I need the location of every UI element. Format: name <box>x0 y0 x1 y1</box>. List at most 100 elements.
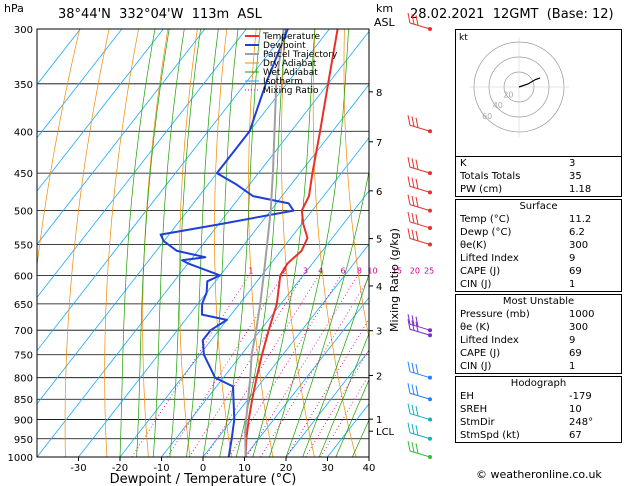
wet-adiabat <box>186 29 219 457</box>
wind-barb-flag <box>407 157 411 168</box>
wind-barb-flag <box>415 230 419 241</box>
legend-entry: Dewpoint <box>263 41 306 51</box>
wind-barb-staff <box>409 392 431 400</box>
index-value: 69 <box>569 266 582 277</box>
wind-barb-dot <box>428 190 432 195</box>
pressure-tick-label: 700 <box>14 326 33 337</box>
wind-barb-flag <box>407 115 411 126</box>
wind-barb-flag <box>411 158 415 169</box>
wind-barb-dot <box>428 333 432 338</box>
index-label: Pressure (mb) <box>460 309 530 320</box>
table-row: StmSpd (kt) 67 <box>456 429 622 443</box>
isotherm-line <box>37 30 369 457</box>
wet-adiabat <box>269 29 349 457</box>
wind-barb-flag <box>411 362 415 373</box>
table-row: PW (cm) 1.18 <box>456 183 622 197</box>
pressure-tick-label: 550 <box>14 240 33 251</box>
mixing-ratio-label: 25 <box>424 266 434 275</box>
height-tick-label: 3 <box>376 327 382 338</box>
table-row: CAPE (J) 69 <box>456 347 622 360</box>
index-value: 6.2 <box>569 227 585 238</box>
skewt-axes: 1 2 3 4 6 8 10 15 20 2530035040045050055060065070… <box>8 25 435 474</box>
wind-barb-flag <box>415 405 419 417</box>
left-axis-unit: hPa <box>4 2 24 15</box>
table-row: CAPE (J) 69 <box>456 265 622 278</box>
mixing-ratio-line <box>320 373 369 457</box>
height-tick-label: 6 <box>376 187 382 198</box>
table-title-row: Surface <box>456 200 622 214</box>
mixing-ratio-label: 3 <box>303 266 308 275</box>
index-value: 69 <box>569 348 582 359</box>
wind-barb-dot <box>428 171 432 176</box>
height-tick-label: 8 <box>376 88 382 99</box>
index-value: 35 <box>569 171 582 182</box>
table-title: Hodograph <box>510 378 567 389</box>
wind-barb-flag <box>411 442 415 453</box>
km-label: km <box>376 2 394 15</box>
mixing-ratio-label: 1 <box>248 266 253 275</box>
index-label: PW (cm) <box>460 184 503 195</box>
wet-adiabat <box>219 29 261 457</box>
index-value: 1 <box>569 279 576 290</box>
wind-barb-flag <box>411 384 415 395</box>
legend-entry: Mixing Ratio <box>263 86 319 96</box>
pressure-tick-label: 500 <box>14 207 33 218</box>
wind-barb-dot <box>428 27 432 31</box>
hodograph-ring-label: 40 <box>493 101 503 110</box>
wind-barb-staff <box>409 371 431 379</box>
hodograph-table: Hodograph EH -179 SREH 10 StmDir 248° StmSpd (k… <box>455 376 622 443</box>
wind-barb-flag <box>411 116 415 127</box>
dry-adiabat <box>104 29 139 457</box>
isotherm-line <box>37 29 289 352</box>
index-label: StmSpd (kt) <box>460 430 520 441</box>
indices-top-table: K 3 Totals Totals 35 PW (cm) 1.18 <box>455 156 622 197</box>
wind-barb-staff <box>409 204 431 212</box>
wind-barb-flag <box>411 195 415 206</box>
index-value: 11.2 <box>569 214 592 225</box>
wet-adiabat <box>335 378 369 457</box>
temp-tick-label: 0 <box>200 463 206 474</box>
wet-adiabat <box>252 29 316 457</box>
wind-barb-staff <box>409 185 431 193</box>
temp-tick-label: -20 <box>112 463 128 474</box>
wind-barb-dot <box>428 455 432 459</box>
table-row: CIN (J) 1 <box>456 278 622 292</box>
mixing-ratio-line <box>167 275 283 457</box>
wind-barb-dot <box>428 436 432 441</box>
height-tick-label: 2 <box>376 371 382 382</box>
wet-adiabat <box>169 29 201 457</box>
wind-barb-staff <box>409 166 431 174</box>
wind-barb-flag <box>407 422 411 433</box>
dry-adiabat <box>214 29 232 457</box>
isotherm-line <box>37 29 164 192</box>
index-label: Lifted Index <box>460 253 519 264</box>
wind-barb-staff <box>409 328 431 336</box>
hodograph-kt-label: kt <box>459 33 468 43</box>
index-value: 1000 <box>569 309 595 320</box>
index-value: 67 <box>569 430 582 441</box>
table-row: Dewp (°C) 6.2 <box>456 226 622 239</box>
indices-panel: K 3 Totals Totals 35 PW (cm) 1.18 Surface Temp… <box>455 156 622 443</box>
wind-barb-flag <box>411 315 415 326</box>
index-value: 9 <box>569 335 576 346</box>
copyright-text: © weatheronline.co.uk <box>476 468 602 481</box>
table-row: SREH 10 <box>456 403 622 416</box>
mixing-ratio-line <box>189 275 304 457</box>
wet-adiabat <box>318 332 369 457</box>
hodograph-ring-label: 60 <box>482 112 492 121</box>
wind-barb-flag <box>407 12 411 24</box>
isotherm-line <box>244 296 369 457</box>
mixing-ratio-label: 2 <box>282 266 287 275</box>
wet-adiabat <box>119 29 156 457</box>
isotherm-line <box>37 29 123 139</box>
wind-barb-flag <box>407 361 411 372</box>
table-row: θe(K) 300 <box>456 239 622 252</box>
isotherm-line <box>37 29 247 299</box>
index-label: θe (K) <box>460 322 490 333</box>
most-unstable-table: Most Unstable Pressure (mb) 1000 θe (K) 300 L… <box>455 294 622 374</box>
wind-barb-flag <box>415 425 419 436</box>
index-label: Lifted Index <box>460 335 519 346</box>
table-row: θe (K) 300 <box>456 321 622 334</box>
wind-barb-flag <box>415 316 419 327</box>
index-label: StmDir <box>460 417 495 428</box>
